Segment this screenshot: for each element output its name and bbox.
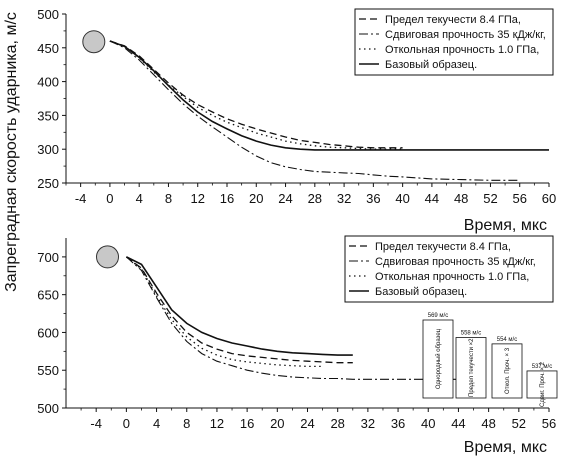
y-axis-title: Запреградная скорость ударника, м/с [3,12,20,292]
y-tick-label: 250 [37,176,59,191]
y-tick-label: 650 [37,288,59,303]
x-tick-label: 56 [512,191,526,206]
x-tick-label: -4 [90,416,102,431]
y-tick-label: 700 [37,250,59,265]
x-tick-label: 52 [512,416,526,431]
inset-bar-value: 554 м/с [497,337,517,343]
legend-label-2: Сдвиговая прочность 35 кДж/кг, [385,29,546,41]
y-tick-label: 550 [37,363,59,378]
x-tick-label: 4 [153,416,160,431]
y-tick-label: 500 [37,401,59,416]
x-tick-label: 28 [330,416,344,431]
x-tick-label: 44 [451,416,465,431]
inset-bar-1 [422,319,454,399]
x-tick-label: 48 [454,191,468,206]
series-line-3 [125,256,323,368]
x-tick-label: 12 [210,416,224,431]
x-axis-title: Время, мкс [464,439,547,456]
inset-bar-label: Сдвиг. Проч. × 2 [540,361,546,407]
x-tick-label: 0 [123,416,130,431]
inset-bar-value: 569 м/с [428,313,448,319]
inset-bar-2 [455,337,487,399]
legend-label-4: Базовый образец. [375,286,467,298]
legend-label-3: Откольная прочность 1.0 ГПа, [375,271,529,283]
y-tick-label: 400 [37,75,59,90]
legend-box [344,235,554,303]
legend-label-4: Базовый образец. [385,59,477,71]
series-line-2 [126,256,474,380]
y-tick-label: 600 [37,325,59,340]
series-line-4 [109,40,549,151]
projectile-marker [96,245,120,269]
inset-bar-label: Предел текучести ×2 [469,338,475,397]
x-tick-label: 52 [483,191,497,206]
series-line-4 [126,256,353,356]
x-tick-label: 36 [366,191,380,206]
x-tick-label: 60 [542,191,556,206]
x-tick-label: 32 [337,191,351,206]
y-tick-label: 500 [37,7,59,22]
y-tick-label: 450 [37,41,59,56]
x-tick-label: 48 [481,416,495,431]
legend-box [354,8,554,76]
x-tick-label: 0 [106,191,113,206]
legend: Предел текучести 8.4 ГПа, Сдвиговая прочн… [344,235,554,303]
x-tick-label: 8 [165,191,172,206]
x-tick-label: 20 [249,191,263,206]
x-tick-label: 40 [395,191,409,206]
inset-bar-value: 558 м/с [461,331,481,337]
legend-label-3: Откольная прочность 1.0 ГПа, [385,44,539,56]
projectile-marker [82,30,106,54]
inset-bar-4 [526,370,558,399]
inset-bar-label: Однородный образец [435,328,442,389]
x-tick-label: 32 [361,416,375,431]
x-tick-label: 36 [391,416,405,431]
x-tick-label: 56 [542,416,556,431]
series-line-1 [126,256,353,364]
chart-panel-top: -4 0 4 8 12 16 20 24 28 32 36 40 44 48 52 56 60250300350… [37,7,556,234]
y-tick-label: 350 [37,108,59,123]
x-tick-label: 16 [220,191,234,206]
x-tick-label: 40 [421,416,435,431]
legend-label-1: Предел текучести 8.4 ГПа, [385,14,521,26]
chart-panel-bottom: -4 0 4 8 12 16 20 24 28 32 36 40 44 48 52 5650055060065… [37,235,556,456]
series-line-1 [109,40,403,149]
y-tick-label: 300 [37,142,59,157]
x-tick-label: 4 [136,191,143,206]
x-tick-label: 8 [183,416,190,431]
inset-bar-label: Откол. Проч. × 3 [505,347,511,394]
inset-bar-3 [491,343,523,399]
x-tick-label: 24 [278,191,292,206]
legend: Предел текучести 8.4 ГПа, Сдвиговая прочн… [354,8,554,76]
x-tick-label: 24 [300,416,314,431]
x-tick-label: -4 [75,191,87,206]
series-line-2 [109,40,520,181]
x-tick-label: 20 [270,416,284,431]
x-tick-label: 28 [308,191,322,206]
legend-label-2: Сдвиговая прочность 35 кДж/кг, [375,256,536,268]
x-tick-label: 16 [240,416,254,431]
legend-label-1: Предел текучести 8.4 ГПа, [375,241,511,253]
x-tick-label: 12 [190,191,204,206]
inset-bar-value: 537 м/с [532,364,552,370]
x-tick-label: 44 [425,191,439,206]
x-axis-title: Время, мкс [464,217,547,234]
